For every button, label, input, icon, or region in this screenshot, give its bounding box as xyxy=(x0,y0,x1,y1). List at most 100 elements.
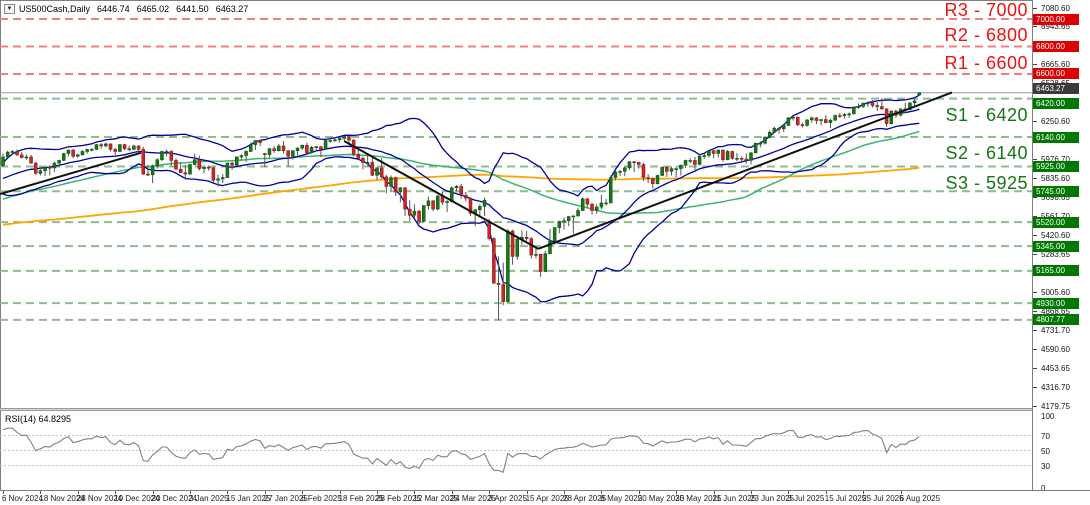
time-axis-tickmark xyxy=(190,491,191,494)
rsi-axis-tick-label: 30 xyxy=(1041,461,1050,471)
price-level-badge: 5165.00 xyxy=(1033,265,1079,277)
price-axis-tick-label: 5976.70 xyxy=(1041,154,1070,164)
time-axis-tickmark xyxy=(339,491,341,494)
slow-moving-average-line xyxy=(2,166,920,226)
time-axis[interactable]: 6 Nov 2024 18 Nov 2024 28 Nov 2024 10 Dec 2… xyxy=(0,490,1090,505)
rsi-axis-tick-label: 0 xyxy=(1041,484,1046,493)
time-axis-tickmark xyxy=(825,491,827,494)
rsi-axis-tick-label: 100 xyxy=(1041,412,1055,421)
price-axis-tickmark xyxy=(1033,178,1037,180)
price-axis-tickmark xyxy=(1033,7,1037,9)
price-level-badge: 5925.00 xyxy=(1033,161,1079,173)
time-axis-label: 15 Jul 2025 xyxy=(824,494,867,503)
symbol-period-label: US500Cash,Daily xyxy=(19,4,91,14)
trendline[interactable] xyxy=(537,91,953,250)
rsi-axis-tick-label: 70 xyxy=(1041,431,1050,441)
price-level-badge: 5345.00 xyxy=(1033,240,1079,252)
time-axis-tickmark xyxy=(377,491,378,494)
time-axis-tickmark xyxy=(414,491,416,494)
time-axis-label: 30 May 2025 xyxy=(675,494,722,503)
time-axis-label: 3 Jan 2025 xyxy=(189,494,229,503)
sr-level-label: S1 - 6420 xyxy=(945,104,1028,125)
rsi-axis-tick-label: 50 xyxy=(1041,446,1050,456)
time-axis-label: 11 Jun 2025 xyxy=(712,494,757,503)
time-axis-tickmark xyxy=(526,491,528,494)
time-axis-label: 24 Mar 2025 xyxy=(450,494,496,503)
symbol-dropdown-button[interactable]: ▼ xyxy=(4,4,15,14)
price-axis[interactable]: 7080.606943.656665.606528.656391.706250.… xyxy=(1033,0,1090,505)
price-axis-tickmark xyxy=(1033,405,1037,407)
price-axis-tickmark xyxy=(1033,26,1037,28)
time-axis-label: 20 May 2025 xyxy=(637,494,685,503)
price-level-badge: 6420.00 xyxy=(1033,97,1079,109)
price-axis-tick-label: 4868.65 xyxy=(1041,306,1070,316)
price-chart-pane[interactable] xyxy=(0,0,1032,408)
time-axis-label: 18 Feb 2025 xyxy=(338,494,384,503)
ohlc-low: 6441.50 xyxy=(176,4,209,14)
time-axis-label: 15 Jan 2025 xyxy=(226,494,271,503)
price-axis-tick-label: 4179.75 xyxy=(1041,401,1070,411)
time-axis-label: 20 Dec 2024 xyxy=(151,494,197,503)
price-axis-tick-label: 5283.65 xyxy=(1041,250,1070,260)
time-axis-tickmark xyxy=(564,491,565,494)
time-axis-tickmark xyxy=(788,491,790,494)
bollinger-lower-band xyxy=(2,122,920,303)
price-axis-tickmark xyxy=(1033,310,1037,312)
sr-level-label: S3 - 5925 xyxy=(945,172,1028,193)
chart-title: ▼ US500Cash,Daily 6446.74 6465.02 6441.5… xyxy=(4,3,248,15)
pane-separator[interactable] xyxy=(0,408,1032,411)
time-axis-label: 6 Feb 2025 xyxy=(301,494,342,503)
time-axis-tickmark xyxy=(152,491,154,494)
price-axis-tick-label: 5835.60 xyxy=(1041,174,1070,184)
price-axis-tick-label: 6665.60 xyxy=(1041,60,1070,70)
time-axis-label: 10 Dec 2024 xyxy=(114,494,160,503)
time-axis-tickmark xyxy=(863,491,865,494)
price-axis-tickmark xyxy=(1033,292,1037,294)
time-axis-tickmark xyxy=(451,491,453,494)
price-axis-tickmark xyxy=(1033,235,1037,237)
rsi-pane[interactable] xyxy=(0,411,1032,489)
ohlc-close: 6463.27 xyxy=(215,4,249,14)
price-level-badge: 6463.27 xyxy=(1033,82,1079,94)
time-axis-label: 27 Jan 2025 xyxy=(263,494,308,503)
time-axis-label: 25 Jul 2025 xyxy=(862,494,904,503)
price-level-badge: 7000.00 xyxy=(1033,13,1079,25)
time-axis-label: 3 Jul 2025 xyxy=(787,494,825,503)
trendline[interactable] xyxy=(0,151,142,195)
price-level-badge: 5520.00 xyxy=(1033,216,1079,228)
rsi-indicator-label: RSI(14) 64.8295 xyxy=(5,414,72,424)
time-axis-tickmark xyxy=(638,491,640,494)
ohlc-open: 6446.74 xyxy=(97,4,130,14)
price-axis-tickmark xyxy=(1033,367,1037,369)
price-axis-tick-label: 4316.70 xyxy=(1041,382,1070,392)
support-resistance-lines xyxy=(0,18,1032,321)
price-axis-tickmark xyxy=(1033,121,1037,123)
time-axis-tickmark xyxy=(302,491,304,494)
price-axis-tickmark xyxy=(1033,158,1037,160)
price-level-badge: 6800.00 xyxy=(1033,40,1079,52)
time-axis-tickmark xyxy=(676,491,678,494)
trendline[interactable] xyxy=(343,140,539,250)
time-axis-tickmark xyxy=(900,491,902,494)
price-axis-tick-label: 4731.70 xyxy=(1041,325,1070,335)
price-axis-tick-label: 7080.60 xyxy=(1041,3,1070,13)
time-axis-tickmark xyxy=(227,491,229,494)
price-axis-tick-label: 6943.65 xyxy=(1041,22,1070,32)
time-axis-label: 6 Nov 2024 xyxy=(2,494,43,503)
price-axis-tick-label: 5561.70 xyxy=(1041,212,1070,221)
sr-level-label: S2 - 6140 xyxy=(945,143,1028,164)
time-axis-tickmark xyxy=(77,491,79,494)
price-level-badge: 4807.77 xyxy=(1033,314,1079,326)
price-axis-tick-label: 6250.60 xyxy=(1041,117,1070,127)
time-axis-label: 12 Mar 2025 xyxy=(413,494,459,503)
price-axis-tickmark xyxy=(1033,329,1037,331)
price-axis-tick-label: 4590.60 xyxy=(1041,345,1070,355)
price-axis-tickmark xyxy=(1033,197,1037,199)
time-axis-label: 15 Apr 2025 xyxy=(525,494,569,503)
bollinger-upper-band xyxy=(2,94,920,197)
price-axis-tickmark xyxy=(1033,254,1037,256)
time-axis-label: 8 May 2025 xyxy=(600,494,643,503)
price-axis-tick-label: 5698.65 xyxy=(1041,193,1070,203)
sr-level-label: R2 - 6800 xyxy=(944,25,1028,46)
